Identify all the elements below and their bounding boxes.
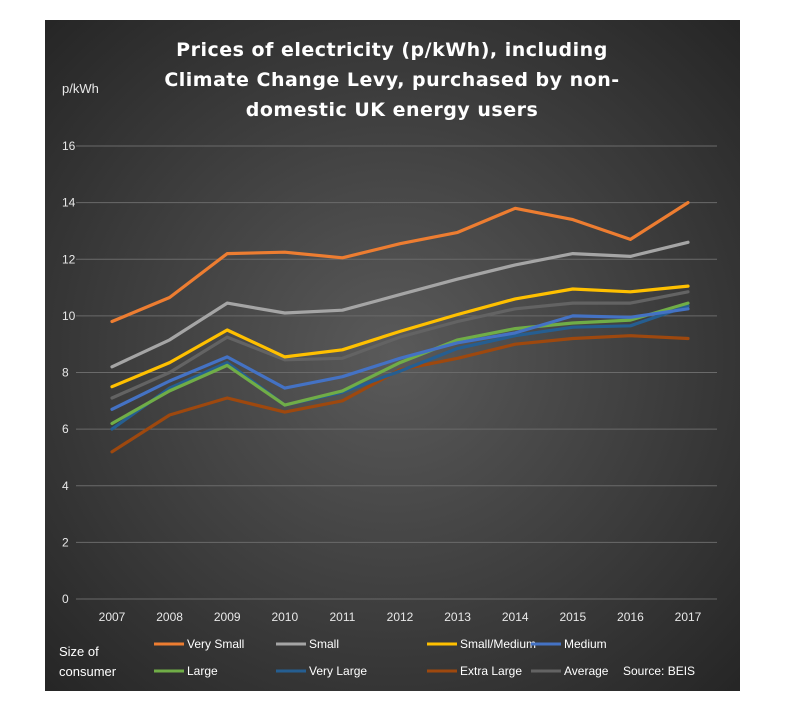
legend-title-line-1: Size of — [59, 644, 99, 659]
series-line-very-small — [110, 201, 690, 324]
legend-title-line-2: consumer — [59, 664, 117, 679]
x-tick-label: 2015 — [559, 610, 586, 624]
legend-label-very-small: Very Small — [187, 637, 244, 651]
series-line-small-medium — [110, 284, 690, 389]
legend-label-extra-large: Extra Large — [460, 664, 522, 678]
x-tick-label: 2010 — [271, 610, 298, 624]
y-tick-label: 14 — [62, 196, 76, 210]
legend-label-small-medium: Small/Medium — [460, 637, 536, 651]
x-tick-label: 2013 — [444, 610, 471, 624]
chart-title: Prices of electricity (p/kWh), including… — [164, 39, 619, 121]
chart-title-line-3: domestic UK energy users — [246, 99, 539, 121]
source-label: Source: BEIS — [623, 664, 695, 678]
chart-svg: Prices of electricity (p/kWh), including… — [45, 20, 740, 691]
y-axis-unit-label: p/kWh — [62, 81, 99, 96]
x-tick-label: 2008 — [156, 610, 183, 624]
legend-label-medium: Medium — [564, 637, 607, 651]
y-tick-label: 6 — [62, 422, 69, 436]
x-tick-label: 2011 — [329, 610, 355, 624]
series-line-average — [110, 290, 690, 400]
x-tick-label: 2014 — [502, 610, 529, 624]
y-tick-label: 12 — [62, 252, 76, 266]
y-axis-ticks: 0 2 4 6 8 10 12 14 16 — [62, 139, 76, 606]
x-axis-ticks: 2007 2008 2009 2010 2011 2012 2013 2014 2015 2016… — [99, 610, 702, 624]
legend-items: Very Small Small Small/Medium Medium Large Ve… — [154, 637, 609, 678]
legend-label-very-large: Very Large — [309, 664, 367, 678]
x-tick-label: 2009 — [214, 610, 241, 624]
x-tick-label: 2016 — [617, 610, 644, 624]
series-line-very-large — [110, 304, 690, 431]
legend-label-small: Small — [309, 637, 339, 651]
series-line-medium — [110, 307, 690, 411]
chart-background — [45, 20, 740, 691]
chart-title-line-1: Prices of electricity (p/kWh), including — [176, 39, 608, 61]
y-tick-label: 8 — [62, 366, 69, 380]
y-tick-label: 4 — [62, 479, 69, 493]
chart-title-line-2: Climate Change Levy, purchased by non- — [164, 69, 619, 91]
series-line-large — [110, 301, 690, 426]
legend-label-average: Average — [564, 664, 609, 678]
x-tick-label: 2017 — [675, 610, 702, 624]
x-tick-label: 2007 — [99, 610, 126, 624]
x-tick-label: 2012 — [387, 610, 414, 624]
legend: Size of consumer Very Small Small Small/Me… — [59, 637, 695, 679]
series-lines — [110, 201, 690, 454]
y-tick-label: 10 — [62, 309, 76, 323]
legend-label-large: Large — [187, 664, 218, 678]
y-tick-label: 0 — [62, 592, 69, 606]
y-tick-label: 2 — [62, 535, 69, 549]
y-tick-label: 16 — [62, 139, 76, 153]
series-line-small — [110, 240, 690, 369]
chart-panel: Prices of electricity (p/kWh), including… — [45, 20, 740, 691]
